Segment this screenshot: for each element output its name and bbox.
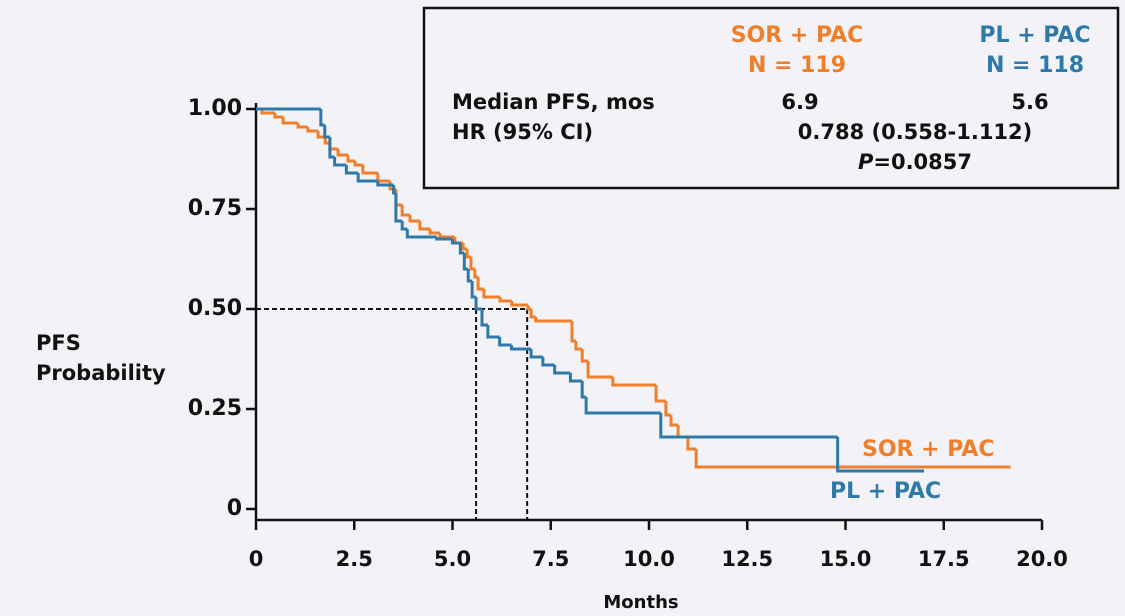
- survival-step: [836, 437, 925, 473]
- survival-step: [694, 449, 1011, 469]
- survival-step: [461, 243, 468, 251]
- survival-step: [306, 127, 319, 133]
- survival-step: [486, 325, 500, 339]
- survival-step: [534, 317, 572, 323]
- survival-step: [568, 373, 583, 383]
- survival-step: [474, 297, 482, 311]
- survival-step: [482, 289, 501, 299]
- summary-n: N = 118: [986, 53, 1084, 78]
- survival-step: [405, 229, 437, 239]
- survival-step: [466, 269, 473, 283]
- summary-n: N = 119: [748, 53, 846, 78]
- survival-step: [529, 309, 536, 319]
- x-tick-label: 12.5: [721, 547, 773, 571]
- series-end-label: PL + PAC: [830, 479, 941, 504]
- survival-step: [316, 131, 326, 139]
- x-tick-label: 0: [249, 547, 264, 571]
- survival-step: [469, 257, 475, 271]
- survival-step: [356, 173, 378, 183]
- survival-step: [296, 123, 308, 129]
- x-tick-label: 20.0: [1016, 547, 1068, 571]
- survival-step: [361, 165, 378, 175]
- survival-step: [273, 113, 284, 119]
- survival-step: [574, 341, 583, 351]
- x-tick-label: 17.5: [918, 547, 970, 571]
- x-tick-label: 15.0: [820, 547, 872, 571]
- survival-step: [435, 237, 453, 241]
- survival-step: [281, 117, 299, 125]
- survival-step: [333, 157, 347, 167]
- survival-step: [664, 401, 672, 417]
- summary-hr: 0.788 (0.558-1.112): [798, 120, 1033, 144]
- survival-step: [400, 221, 408, 231]
- survival-step: [418, 221, 431, 231]
- survival-step: [319, 109, 325, 127]
- p-value: =0.0857: [873, 150, 972, 174]
- y-axis-label: PFS Probability: [36, 331, 166, 385]
- summary-header: PL + PAC: [979, 23, 1090, 48]
- survival-step: [541, 357, 555, 367]
- survival-step: [659, 413, 838, 439]
- survival-step: [611, 377, 657, 387]
- survival-step: [408, 215, 420, 223]
- survival-step: [353, 161, 363, 167]
- survival-step: [394, 193, 403, 223]
- survival-step: [498, 297, 512, 303]
- survival-step: [654, 385, 666, 403]
- survival-step: [686, 437, 697, 451]
- survival-step: [553, 365, 571, 375]
- summary-label: HR (95% CI): [452, 120, 593, 144]
- survival-step: [584, 397, 661, 415]
- survival-step: [526, 305, 532, 311]
- survival-step: [400, 205, 411, 217]
- summary-label: Median PFS, mos: [452, 90, 655, 114]
- survival-step: [465, 249, 471, 259]
- survival-step: [669, 415, 679, 427]
- x-tick-label: 7.5: [532, 547, 569, 571]
- survival-step: [529, 349, 543, 359]
- survival-step: [580, 381, 587, 399]
- survival-step: [428, 229, 440, 235]
- survival-step: [328, 137, 335, 159]
- x-tick-label: 2.5: [336, 547, 373, 571]
- survival-step: [473, 269, 479, 279]
- survival-step: [570, 321, 576, 343]
- y-tick-label: 1.00: [188, 96, 242, 121]
- survival-step: [346, 155, 356, 163]
- summary-header: SOR + PAC: [731, 23, 864, 48]
- survival-step: [676, 425, 688, 439]
- survival-step: [580, 349, 589, 363]
- survival-step: [586, 361, 613, 379]
- summary-p: P=0.0857: [858, 150, 972, 174]
- y-tick-label: 0.25: [188, 396, 242, 421]
- survival-step: [451, 239, 461, 245]
- summary-median: 6.9: [781, 90, 818, 114]
- x-tick-label: 10.0: [623, 547, 675, 571]
- survival-step: [470, 281, 477, 299]
- series-end-label: SOR + PAC: [862, 437, 995, 462]
- y-tick-label: 0: [227, 496, 242, 521]
- p-prefix: P: [858, 150, 874, 174]
- summary-box: [422, 6, 1120, 190]
- y-tick-label: 0.50: [188, 296, 242, 321]
- x-axis-label: Months: [603, 592, 678, 613]
- y-tick-label: 0.75: [188, 196, 242, 221]
- summary-median: 5.6: [1011, 90, 1048, 114]
- survival-step: [510, 301, 528, 307]
- survival-step: [344, 165, 359, 175]
- survival-step: [323, 137, 330, 145]
- survival-step: [376, 181, 394, 187]
- survival-step: [509, 345, 532, 351]
- survival-step: [498, 337, 512, 347]
- survival-step: [480, 309, 488, 327]
- survival-step: [476, 277, 484, 291]
- survival-step: [323, 125, 330, 139]
- survival-step: [336, 149, 348, 157]
- x-tick-label: 5.0: [434, 547, 471, 571]
- survival-step: [438, 233, 455, 239]
- survival-step: [376, 173, 391, 183]
